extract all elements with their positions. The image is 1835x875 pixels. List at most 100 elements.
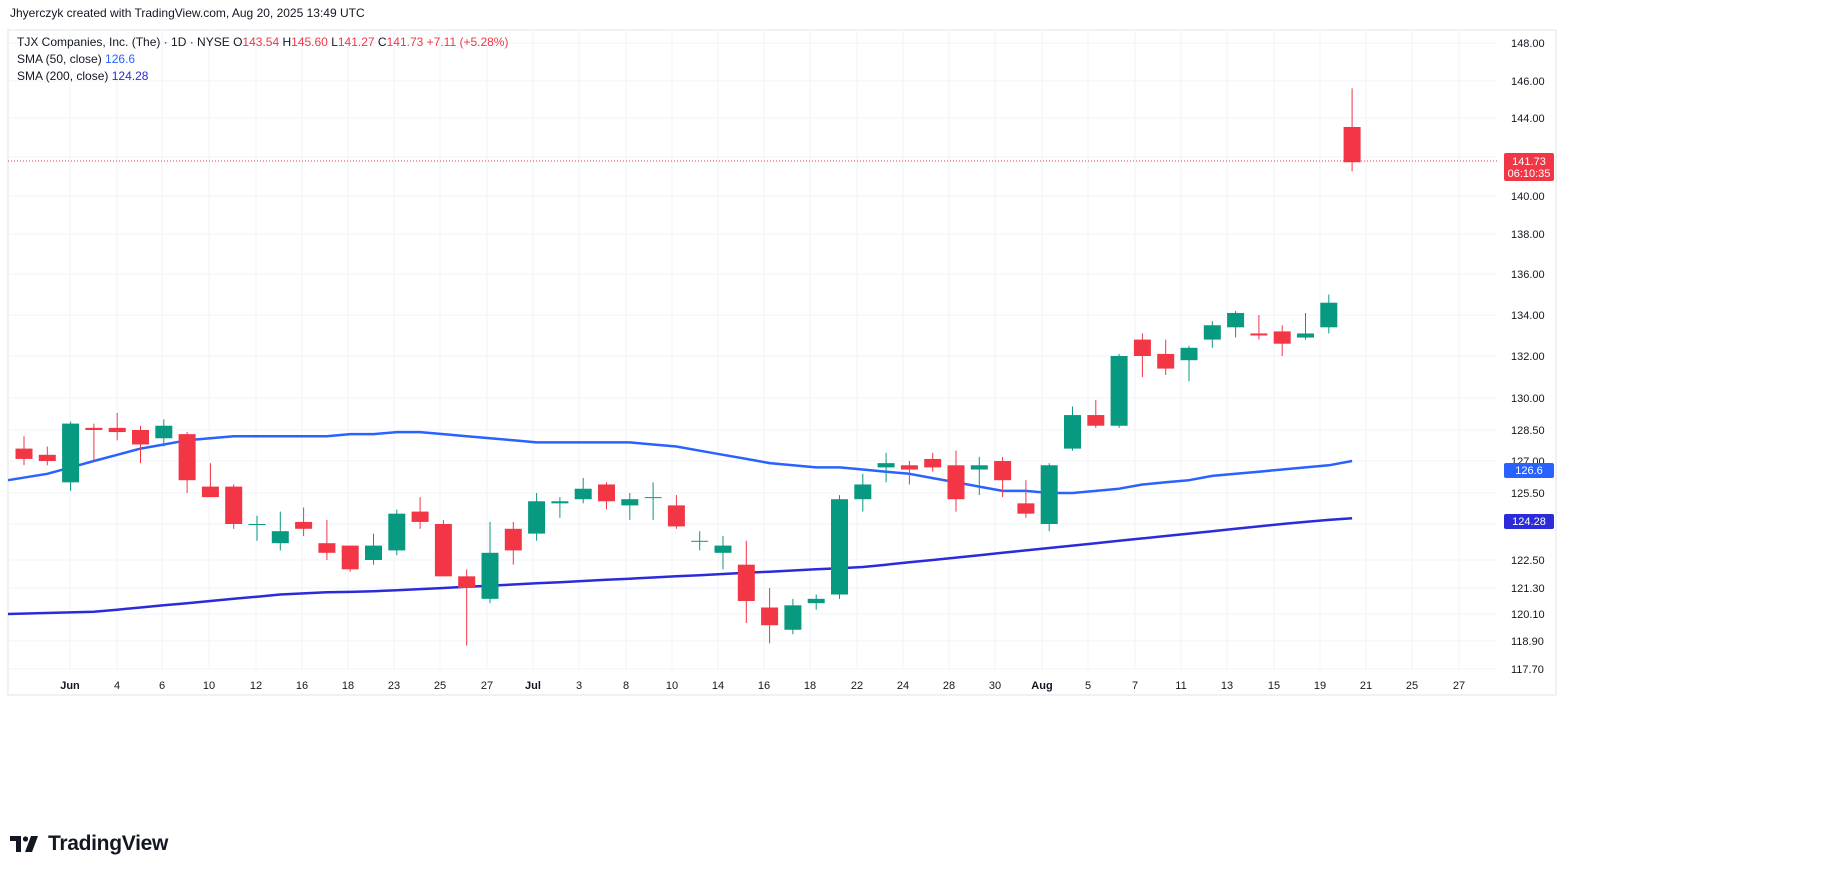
candle-body bbox=[761, 607, 779, 626]
time-axis[interactable]: Jun 4 6 10 12 16 18 23 25 27 Jul 3 8 10 14 16 18 22 24 28 30… bbox=[60, 680, 1465, 692]
y-tick-label: 121.30 bbox=[1511, 583, 1545, 595]
x-tick-label: 5 bbox=[1085, 680, 1091, 692]
x-tick-label: Jun bbox=[60, 680, 80, 692]
candle-body bbox=[691, 540, 709, 542]
y-tick-label: 134.00 bbox=[1511, 310, 1545, 322]
x-tick-label: 13 bbox=[1221, 680, 1233, 692]
sma50-value: 126.6 bbox=[105, 52, 136, 66]
high-label: H bbox=[282, 35, 292, 49]
candle-body bbox=[271, 531, 289, 544]
candle-body bbox=[1087, 415, 1105, 426]
x-tick-label: 25 bbox=[1406, 680, 1418, 692]
y-tick-label: 118.90 bbox=[1511, 636, 1544, 648]
candle-body bbox=[388, 513, 406, 551]
x-tick-label: 22 bbox=[851, 680, 863, 692]
low-label: L bbox=[331, 35, 338, 49]
x-tick-label: 10 bbox=[666, 680, 678, 692]
close-value: 141.73 bbox=[386, 35, 424, 49]
y-tick-label: 122.50 bbox=[1511, 555, 1545, 567]
candle-body bbox=[1017, 503, 1035, 514]
sma50-tag-value: 126.6 bbox=[1515, 465, 1543, 477]
sma200-value: 124.28 bbox=[111, 69, 149, 83]
x-tick-label: 30 bbox=[989, 680, 1001, 692]
candle-body bbox=[504, 528, 522, 551]
candle-body bbox=[1133, 339, 1151, 356]
y-tick-label: 125.50 bbox=[1511, 488, 1545, 500]
candle-body bbox=[248, 524, 266, 525]
candle-body bbox=[877, 463, 895, 468]
candle-body bbox=[807, 598, 825, 604]
tradingview-logo[interactable]: TradingView bbox=[10, 832, 168, 856]
candle-body bbox=[1297, 333, 1314, 338]
x-tick-label: 25 bbox=[434, 680, 446, 692]
x-tick-label: 28 bbox=[943, 680, 955, 692]
candle-body bbox=[411, 511, 429, 522]
sma50-row[interactable]: SMA (50, close) 126.6 bbox=[17, 51, 508, 68]
y-tick-label: 136.00 bbox=[1511, 269, 1545, 281]
tradingview-wordmark: TradingView bbox=[48, 832, 169, 855]
candle-body bbox=[551, 501, 569, 504]
candle-body bbox=[644, 497, 662, 499]
sma200-row[interactable]: SMA (200, close) 124.28 bbox=[17, 68, 508, 85]
x-tick-label: 4 bbox=[114, 680, 120, 692]
x-tick-label: 10 bbox=[203, 680, 215, 692]
x-tick-label: 16 bbox=[296, 680, 308, 692]
chart-attribution: Jhyerczyk created with TradingView.com, … bbox=[10, 6, 365, 20]
candle-body bbox=[132, 430, 149, 445]
symbol-row: TJX Companies, Inc. (The) · 1D · NYSE O1… bbox=[17, 34, 508, 51]
candle-body bbox=[1180, 347, 1198, 361]
candle-body bbox=[947, 465, 965, 500]
candles bbox=[15, 88, 1361, 646]
candle-body bbox=[737, 564, 755, 601]
candle-body bbox=[714, 545, 732, 553]
price-axis[interactable]: 148.00146.00144.00142.00140.00138.00136.… bbox=[1511, 38, 1545, 676]
candle-body bbox=[598, 484, 615, 502]
sma200-tag: 124.28 bbox=[1504, 514, 1554, 529]
x-tick-label: 21 bbox=[1360, 680, 1372, 692]
chart-legend: TJX Companies, Inc. (The) · 1D · NYSE O1… bbox=[17, 34, 508, 85]
x-tick-label: 18 bbox=[804, 680, 816, 692]
x-tick-label: 14 bbox=[712, 680, 724, 692]
candle-body bbox=[38, 454, 56, 461]
candle-body bbox=[201, 486, 219, 498]
candle-body bbox=[831, 499, 848, 595]
candle-body bbox=[15, 448, 33, 459]
x-tick-label: 19 bbox=[1314, 680, 1326, 692]
y-tick-label: 138.00 bbox=[1511, 229, 1545, 241]
x-tick-label: 3 bbox=[576, 680, 582, 692]
candle-body bbox=[85, 427, 103, 430]
last-price-tag: 141.73 06:10:35 bbox=[1504, 153, 1554, 181]
candle-body bbox=[1250, 333, 1268, 336]
chart-frame bbox=[7, 29, 1557, 696]
candle-body bbox=[528, 501, 546, 534]
tradingview-logo-icon bbox=[10, 836, 38, 852]
symbol-title[interactable]: TJX Companies, Inc. (The) · 1D · NYSE bbox=[17, 35, 230, 49]
sma-lines bbox=[7, 430, 1353, 616]
candle-body bbox=[1203, 325, 1221, 340]
candle-body bbox=[341, 545, 359, 570]
candle-body bbox=[62, 423, 80, 483]
sma200-label: SMA (200, close) bbox=[17, 69, 109, 83]
candle-body bbox=[225, 486, 243, 524]
open-value: 143.54 bbox=[242, 35, 280, 49]
candle-body bbox=[1343, 126, 1361, 163]
candle-body bbox=[434, 524, 452, 577]
candle-body bbox=[667, 505, 685, 527]
candle-body bbox=[574, 488, 592, 500]
candle-body bbox=[784, 605, 802, 630]
candle-body bbox=[295, 521, 313, 529]
candle-body bbox=[108, 427, 126, 433]
grid bbox=[8, 30, 1497, 670]
sma50-tag: 126.6 bbox=[1504, 463, 1554, 478]
y-tick-label: 140.00 bbox=[1511, 191, 1545, 203]
candle-body bbox=[900, 465, 918, 470]
candle-body bbox=[458, 576, 476, 588]
candle-body bbox=[970, 465, 988, 470]
x-tick-label: 24 bbox=[897, 680, 909, 692]
candle-body bbox=[1157, 353, 1175, 369]
x-tick-label: 12 bbox=[250, 680, 262, 692]
x-tick-label: 6 bbox=[159, 680, 165, 692]
last-price-value: 141.73 bbox=[1512, 156, 1546, 168]
candle-body bbox=[178, 434, 196, 481]
